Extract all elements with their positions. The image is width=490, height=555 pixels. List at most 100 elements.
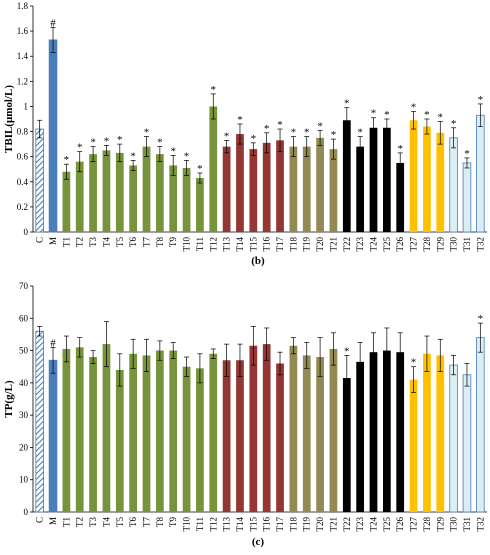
- bar-T14: [236, 134, 244, 232]
- x-tick-label: T3: [88, 237, 98, 247]
- bar-T10: [182, 167, 191, 232]
- x-tick-label: T32: [475, 517, 485, 532]
- x-tick-label: T26: [395, 237, 405, 252]
- significance-marker: *: [424, 109, 430, 121]
- x-tick-label: T29: [435, 517, 445, 532]
- bar-T7: [142, 355, 151, 512]
- y-axis-label: TBIL(μmol/L): [3, 85, 15, 153]
- x-tick-label: T14: [235, 237, 245, 252]
- x-tick-label: T4: [101, 517, 111, 527]
- x-tick-label: T25: [382, 237, 392, 252]
- x-tick-label: T31: [462, 517, 472, 532]
- x-tick-label: T1: [61, 517, 71, 527]
- x-tick-label: T10: [182, 517, 192, 532]
- bar-T23: [356, 361, 365, 512]
- bar-T22: [342, 378, 351, 512]
- bar-T26: [396, 162, 405, 232]
- x-tick-label: T21: [328, 237, 338, 252]
- bar-C: [35, 128, 44, 233]
- y-axis-label: TP(g/L): [3, 380, 15, 418]
- bar-T15: [249, 345, 258, 512]
- x-tick-label: M: [48, 237, 58, 245]
- significance-marker: *: [237, 114, 243, 126]
- significance-marker: #: [50, 17, 56, 29]
- x-tick-label: T14: [235, 517, 245, 532]
- significance-marker: *: [291, 127, 297, 139]
- x-tick-label: T19: [302, 237, 312, 252]
- significance-marker: *: [144, 127, 150, 139]
- y-tick-label: 10: [19, 475, 29, 485]
- x-tick-label: T12: [208, 237, 218, 252]
- bar-T1: [62, 348, 71, 512]
- bar-T4: [102, 344, 111, 512]
- y-tick-label: 70: [19, 281, 29, 291]
- x-tick-label: T2: [75, 517, 85, 527]
- bar-T18: [289, 146, 298, 232]
- significance-marker: *: [397, 143, 403, 155]
- bar-T31: [462, 162, 472, 233]
- y-tick-label: 1: [24, 101, 29, 111]
- x-tick-label: T22: [342, 517, 352, 532]
- panel-label-b: (b): [251, 255, 265, 267]
- significance-marker: *: [224, 130, 230, 142]
- x-tick-label: T20: [315, 517, 325, 532]
- significance-marker: *: [357, 127, 363, 139]
- significance-marker: *: [344, 345, 350, 357]
- x-tick-label: T5: [115, 237, 125, 247]
- bar-T7: [142, 146, 151, 232]
- significance-marker: *: [317, 120, 323, 132]
- x-tick-label: T8: [155, 517, 165, 527]
- significance-marker: *: [384, 109, 390, 121]
- bar-T5: [115, 369, 124, 512]
- bar-T26: [396, 352, 405, 512]
- bar-T28: [423, 353, 431, 512]
- bar-T17: [276, 140, 284, 232]
- bar-T15: [249, 149, 258, 232]
- x-tick-label: T10: [182, 237, 192, 252]
- y-tick-label: 1.6: [17, 26, 29, 36]
- x-tick-label: T2: [75, 237, 85, 247]
- x-tick-label: T32: [475, 237, 485, 252]
- significance-marker: *: [130, 150, 136, 162]
- x-tick-label: T8: [155, 237, 165, 247]
- x-tick-label: T13: [222, 237, 232, 252]
- x-tick-label: T9: [168, 517, 178, 527]
- x-tick-label: T29: [435, 237, 445, 252]
- bar-T31: [462, 374, 472, 513]
- significance-marker: *: [344, 98, 350, 110]
- significance-marker: *: [104, 135, 110, 147]
- y-tick-label: 30: [19, 410, 29, 420]
- x-tick-label: T18: [288, 517, 298, 532]
- x-tick-label: T15: [248, 517, 258, 532]
- y-tick-label: 50: [19, 346, 29, 356]
- y-tick-label: 40: [19, 378, 29, 388]
- x-tick-label: T17: [275, 517, 285, 532]
- y-tick-label: 0.8: [17, 127, 29, 137]
- bar-T3: [89, 357, 97, 512]
- bar-T21: [329, 348, 338, 512]
- bar-T8: [155, 350, 164, 512]
- bar-T11: [196, 178, 204, 232]
- bar-T9: [169, 165, 178, 232]
- bar-T24: [369, 127, 378, 232]
- significance-marker: *: [478, 313, 484, 325]
- x-tick-label: T30: [449, 237, 459, 252]
- x-tick-label: T6: [128, 517, 138, 527]
- x-tick-label: T6: [128, 237, 138, 247]
- bar-T27: [409, 120, 418, 232]
- bar-T32: [476, 114, 485, 233]
- bar-T11: [196, 368, 204, 512]
- significance-marker: *: [464, 148, 470, 160]
- x-tick-label: T26: [395, 517, 405, 532]
- bar-T17: [276, 363, 284, 512]
- bar-M: [48, 359, 58, 513]
- x-tick-label: T12: [208, 517, 218, 532]
- x-tick-label: T16: [262, 237, 272, 252]
- bar-T25: [382, 127, 391, 232]
- bar-T2: [75, 161, 84, 232]
- bar-T28: [423, 126, 431, 232]
- bar-T22: [342, 120, 351, 232]
- significance-marker: *: [411, 357, 417, 369]
